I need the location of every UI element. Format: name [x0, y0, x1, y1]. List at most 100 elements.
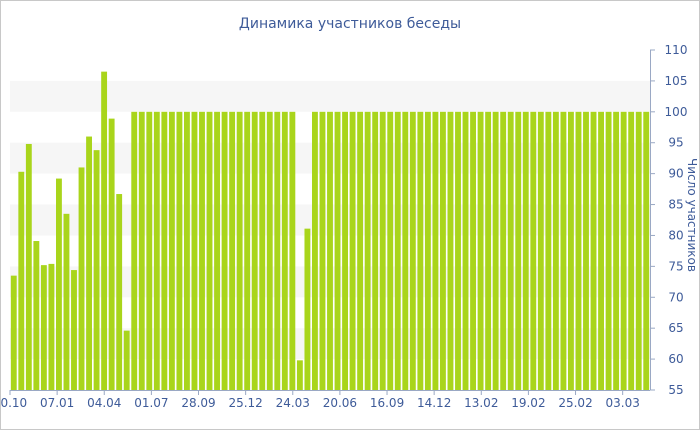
bar [447, 111, 454, 390]
bar [643, 111, 650, 390]
bar [432, 111, 439, 390]
bar [18, 171, 25, 390]
x-tick-label: 20.06 [323, 396, 357, 410]
bar [507, 111, 514, 390]
bar [575, 111, 582, 390]
bar [244, 111, 251, 390]
bar [590, 111, 597, 390]
bar [123, 330, 130, 390]
y-tick-label: 55 [668, 383, 683, 397]
bar [485, 111, 492, 390]
bar [281, 111, 288, 390]
bar [568, 111, 574, 390]
bar [417, 111, 424, 390]
y-tick-label: 95 [668, 136, 683, 150]
y-tick-label: 75 [668, 259, 683, 273]
bar [304, 228, 311, 390]
bar [364, 111, 371, 390]
x-tick-label: 24.03 [276, 396, 310, 410]
bar [86, 136, 92, 390]
bar [319, 111, 326, 390]
bar [515, 111, 522, 390]
x-tick-label: 16.09 [370, 396, 404, 410]
y-tick-label: 60 [668, 352, 683, 366]
bar [93, 150, 100, 390]
bar [462, 111, 469, 390]
bar [545, 111, 552, 390]
bar [628, 111, 635, 390]
x-tick-label: 13.02 [464, 396, 498, 410]
bar [101, 71, 108, 390]
bar [116, 194, 123, 390]
bar [33, 241, 40, 390]
bar [477, 111, 484, 390]
bar [424, 111, 431, 390]
x-tick-label: 07.01 [40, 396, 74, 410]
y-axis-ticks: 55 60 65 70 75 80 85 90 95 100 105 110 [650, 43, 687, 397]
x-tick-label: 01.07 [134, 396, 168, 410]
bar [349, 111, 356, 390]
bar [372, 111, 379, 390]
bars-group [10, 71, 650, 391]
bar [199, 111, 205, 390]
x-tick-label: 28.09 [181, 396, 215, 410]
bar [598, 111, 604, 390]
bar [229, 111, 236, 390]
bar [402, 111, 409, 390]
bar [78, 167, 85, 390]
x-axis-ticks: 10.10 07.01 04.04 01.07 28.09 25.12 24.03 20.06… [0, 390, 640, 410]
y-tick-label: 105 [665, 74, 688, 88]
bar [71, 270, 77, 390]
bar [334, 111, 341, 390]
grid-band [10, 80, 650, 112]
x-tick-label: 04.04 [87, 396, 121, 410]
bar [379, 111, 386, 390]
y-tick-label: 85 [668, 198, 683, 212]
bar [560, 111, 567, 390]
bar [25, 143, 32, 390]
bar [251, 111, 258, 390]
bar [387, 111, 394, 390]
bar [500, 111, 507, 390]
bar [153, 111, 160, 390]
bar [522, 111, 529, 390]
bar [48, 263, 55, 390]
bar [342, 111, 348, 390]
bar [470, 111, 476, 390]
bar [131, 111, 138, 390]
bar [620, 111, 627, 390]
bar [168, 111, 175, 390]
bar [409, 111, 416, 390]
bar [266, 111, 273, 390]
bar [440, 111, 446, 390]
y-axis-label: Число участников [685, 158, 699, 272]
bar [289, 111, 296, 390]
bar [357, 111, 364, 390]
bar [214, 111, 220, 390]
bar [327, 111, 333, 390]
x-tick-label: 03.03 [605, 396, 639, 410]
bar [10, 275, 17, 390]
bar [455, 111, 461, 390]
bar [161, 111, 168, 390]
bar [605, 111, 612, 390]
bar [259, 111, 266, 390]
bar [221, 111, 228, 390]
bar [184, 111, 190, 390]
chart-title: Динамика участников беседы [239, 16, 461, 32]
y-tick-label: 80 [668, 228, 683, 242]
bar [146, 111, 153, 390]
x-tick-label: 19.02 [511, 396, 545, 410]
bar [613, 111, 620, 390]
bar [394, 111, 401, 390]
bar [530, 111, 537, 390]
bar [138, 111, 145, 390]
bar [296, 360, 303, 390]
bar [312, 111, 318, 390]
bar [40, 265, 47, 390]
y-tick-label: 70 [668, 290, 683, 304]
bar [63, 213, 70, 390]
bar [274, 111, 281, 390]
